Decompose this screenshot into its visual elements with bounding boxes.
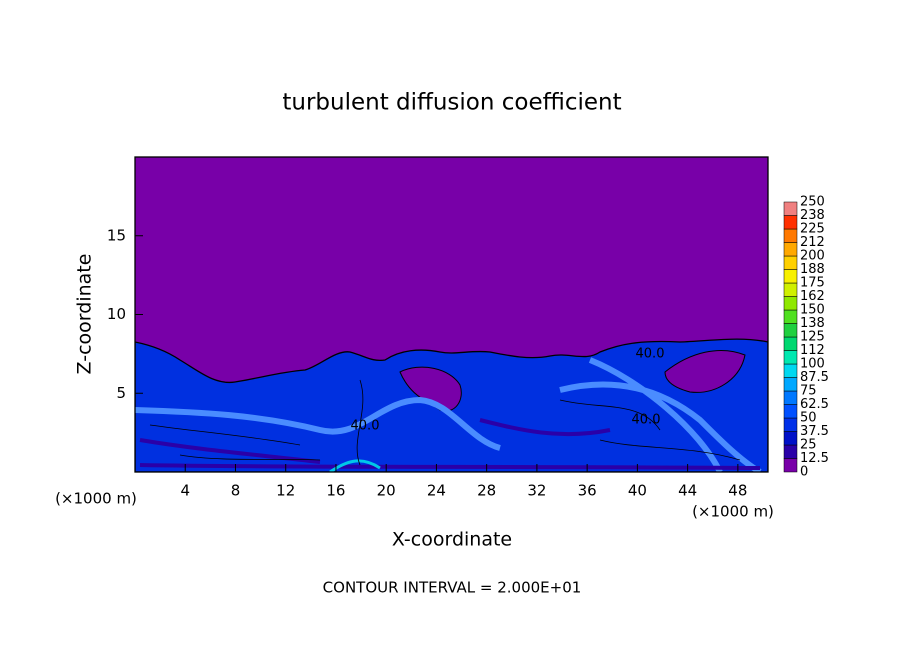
x-unit: (×1000 m) [55,490,137,508]
y-tick-label: 15 [107,226,126,244]
colorbar-label: 212 [800,235,825,250]
x-tick-label: 40 [628,482,647,500]
y-axis-label: Z-coordinate [74,254,96,375]
contour-label: 40.0 [351,419,380,434]
colorbar-label: 238 [800,208,825,223]
colorbar-label: 225 [800,222,825,237]
x-tick-label: 28 [477,482,496,500]
colorbar-band [783,431,798,446]
colorbar-band [783,242,798,257]
x-tick-label: 32 [527,482,546,500]
contour-label: 40.0 [636,347,665,362]
x-tick-label: 16 [326,482,345,500]
x-tick-label: 44 [678,482,697,500]
colorbar-label: 150 [800,303,825,318]
colorbar-band [783,296,798,311]
x-axis-label: X-coordinate [392,529,512,551]
colorbar-band [783,309,798,324]
colorbar-label: 250 [800,195,825,210]
colorbar-label: 138 [800,316,825,331]
colorbar-label: 125 [800,330,825,345]
colorbar-label: 100 [800,357,825,372]
colorbar-band [783,323,798,338]
chart-title: turbulent diffusion coefficient [282,90,621,116]
x-tick-label: 12 [276,482,295,500]
colorbar-band [783,336,798,351]
colorbar-label: 112 [800,343,825,358]
colorbar-label: 62.5 [800,397,829,412]
colorbar-band [783,201,798,216]
colorbar-band [783,363,798,378]
colorbar-band [783,269,798,284]
colorbar-label: 37.5 [800,424,829,439]
colorbar-band [783,404,798,419]
x-tick-label: 24 [427,482,446,500]
x-tick-label: 36 [578,482,597,500]
colorbar-label: 188 [800,262,825,277]
colorbar-label: 12.5 [800,451,829,466]
x-tick-label: 8 [231,482,241,500]
colorbar-band [783,444,798,459]
colorbar-band [783,350,798,365]
colorbar-band [783,377,798,392]
contour-label: 40.0 [632,413,661,428]
colorbar-band [783,228,798,243]
colorbar-band [783,282,798,297]
colorbar-label: 175 [800,276,825,291]
colorbar-label: 0 [800,465,808,480]
x-tick-label: 48 [728,482,747,500]
colorbar-label: 87.5 [800,370,829,385]
y-tick-label: 5 [116,384,126,402]
colorbar-band [783,390,798,405]
colorbar-label: 75 [800,384,817,399]
x-unit: (×1000 m) [692,503,774,521]
colorbar-band [783,255,798,270]
colorbar-label: 200 [800,249,825,264]
x-tick-label: 4 [180,482,190,500]
contour-interval: CONTOUR INTERVAL = 2.000E+01 [323,579,582,597]
colorbar-band [783,215,798,230]
colorbar-label: 162 [800,289,825,304]
colorbar-band [783,458,798,473]
colorbar-band [783,417,798,432]
colorbar-label: 25 [800,438,817,453]
colorbar-label: 50 [800,411,817,426]
x-tick-label: 20 [377,482,396,500]
field [135,157,768,472]
y-tick-label: 10 [107,305,126,323]
